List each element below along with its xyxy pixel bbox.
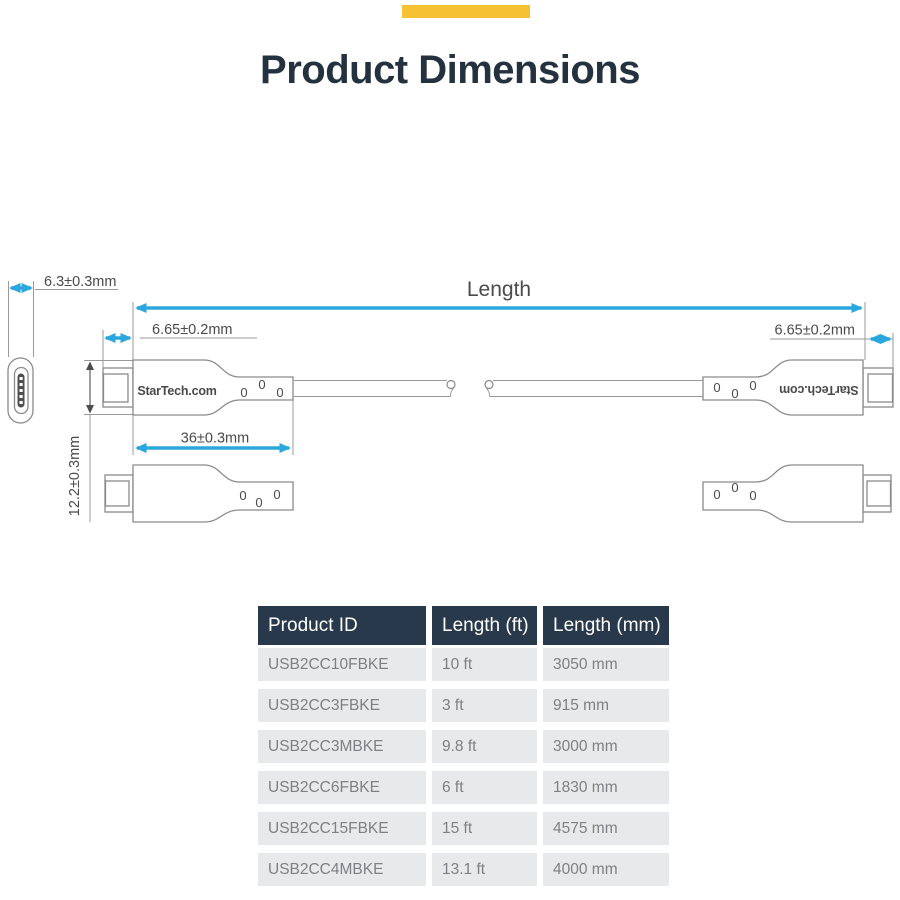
plug-right-dim-label: 6.65±0.2mm [775,323,856,339]
length-mm-cell: 4000 mm [543,853,669,886]
dimensions-diagram: StarTech.com 0 0 0 StarTech.com 0 0 0 0 … [7,274,894,523]
product-id-cell: USB2CC4MBKE [258,853,426,886]
thickness-dim-label: 6.3±0.3mm [44,274,116,290]
product-id-cell: USB2CC6FBKE [258,771,426,804]
product-id-cell: USB2CC3MBKE [258,730,426,763]
right-connector-side-view: StarTech.com 0 0 0 [702,359,894,416]
usb-c-end-view [7,357,34,424]
cert-mark: 0 [731,480,738,495]
table-row: USB2CC6FBKE 6 ft 1830 mm [258,771,669,804]
length-ft-cell: 3 ft [432,689,537,722]
length-mm-cell: 4575 mm [543,812,669,845]
cert-mark: 0 [713,380,720,395]
dimension-arrows [9,283,892,453]
table-row: USB2CC3FBKE 3 ft 915 mm [258,689,669,722]
length-mm-cell: 1830 mm [543,771,669,804]
cert-mark: 0 [255,495,262,510]
product-id-cell: USB2CC15FBKE [258,812,426,845]
length-ft-cell: 13.1 ft [432,853,537,886]
length-label: Length [467,278,531,301]
brand-label-left: StarTech.com [137,384,216,398]
right-connector-top-view: 0 0 0 [702,464,892,523]
cert-mark: 0 [273,487,280,502]
table-row: USB2CC4MBKE 13.1 ft 4000 mm [258,853,669,886]
spec-table: Product ID Length (ft) Length (mm) USB2C… [258,606,669,886]
product-id-cell: USB2CC10FBKE [258,648,426,681]
break-curl-right [484,379,494,390]
length-ft-cell: 9.8 ft [432,730,537,763]
cert-mark: 0 [749,378,756,393]
length-mm-cell: 3050 mm [543,648,669,681]
cert-mark: 0 [276,385,283,400]
brand-label-right: StarTech.com [779,383,858,397]
cert-mark: 0 [713,487,720,502]
dimension-labels: Length 6.3±0.3mm 6.65±0.2mm 6.65±0.2mm 3… [44,274,855,516]
plug-left-dim-label: 6.65±0.2mm [152,322,233,338]
width-dim-label: 12.2±0.3mm [67,436,83,517]
column-header-length-mm: Length (mm) [543,606,669,645]
product-id-cell: USB2CC3FBKE [258,689,426,722]
left-connector-top-view: 0 0 0 [104,464,294,523]
table-row: USB2CC15FBKE 15 ft 4575 mm [258,812,669,845]
column-header-length-ft: Length (ft) [432,606,537,645]
length-mm-cell: 3000 mm [543,730,669,763]
cable-with-break [293,379,703,397]
cert-mark: 0 [731,386,738,401]
column-header-product-id: Product ID [258,606,426,645]
length-ft-cell: 6 ft [432,771,537,804]
length-ft-cell: 15 ft [432,812,537,845]
cert-mark: 0 [240,385,247,400]
table-body: USB2CC10FBKE 10 ft 3050 mm USB2CC3FBKE 3… [258,648,669,886]
length-mm-cell: 915 mm [543,689,669,722]
length-ft-cell: 10 ft [432,648,537,681]
table-header-row: Product ID Length (ft) Length (mm) [258,606,669,645]
accent-bar [402,5,530,18]
overmold-dim-label: 36±0.3mm [181,431,249,447]
cert-mark: 0 [749,488,756,503]
cert-mark: 0 [239,488,246,503]
table-row: USB2CC3MBKE 9.8 ft 3000 mm [258,730,669,763]
table-row: USB2CC10FBKE 10 ft 3050 mm [258,648,669,681]
page-title: Product Dimensions [260,48,640,92]
cert-mark: 0 [258,377,265,392]
left-connector-side-view: StarTech.com 0 0 0 [102,359,294,416]
break-curl-left [446,379,456,390]
